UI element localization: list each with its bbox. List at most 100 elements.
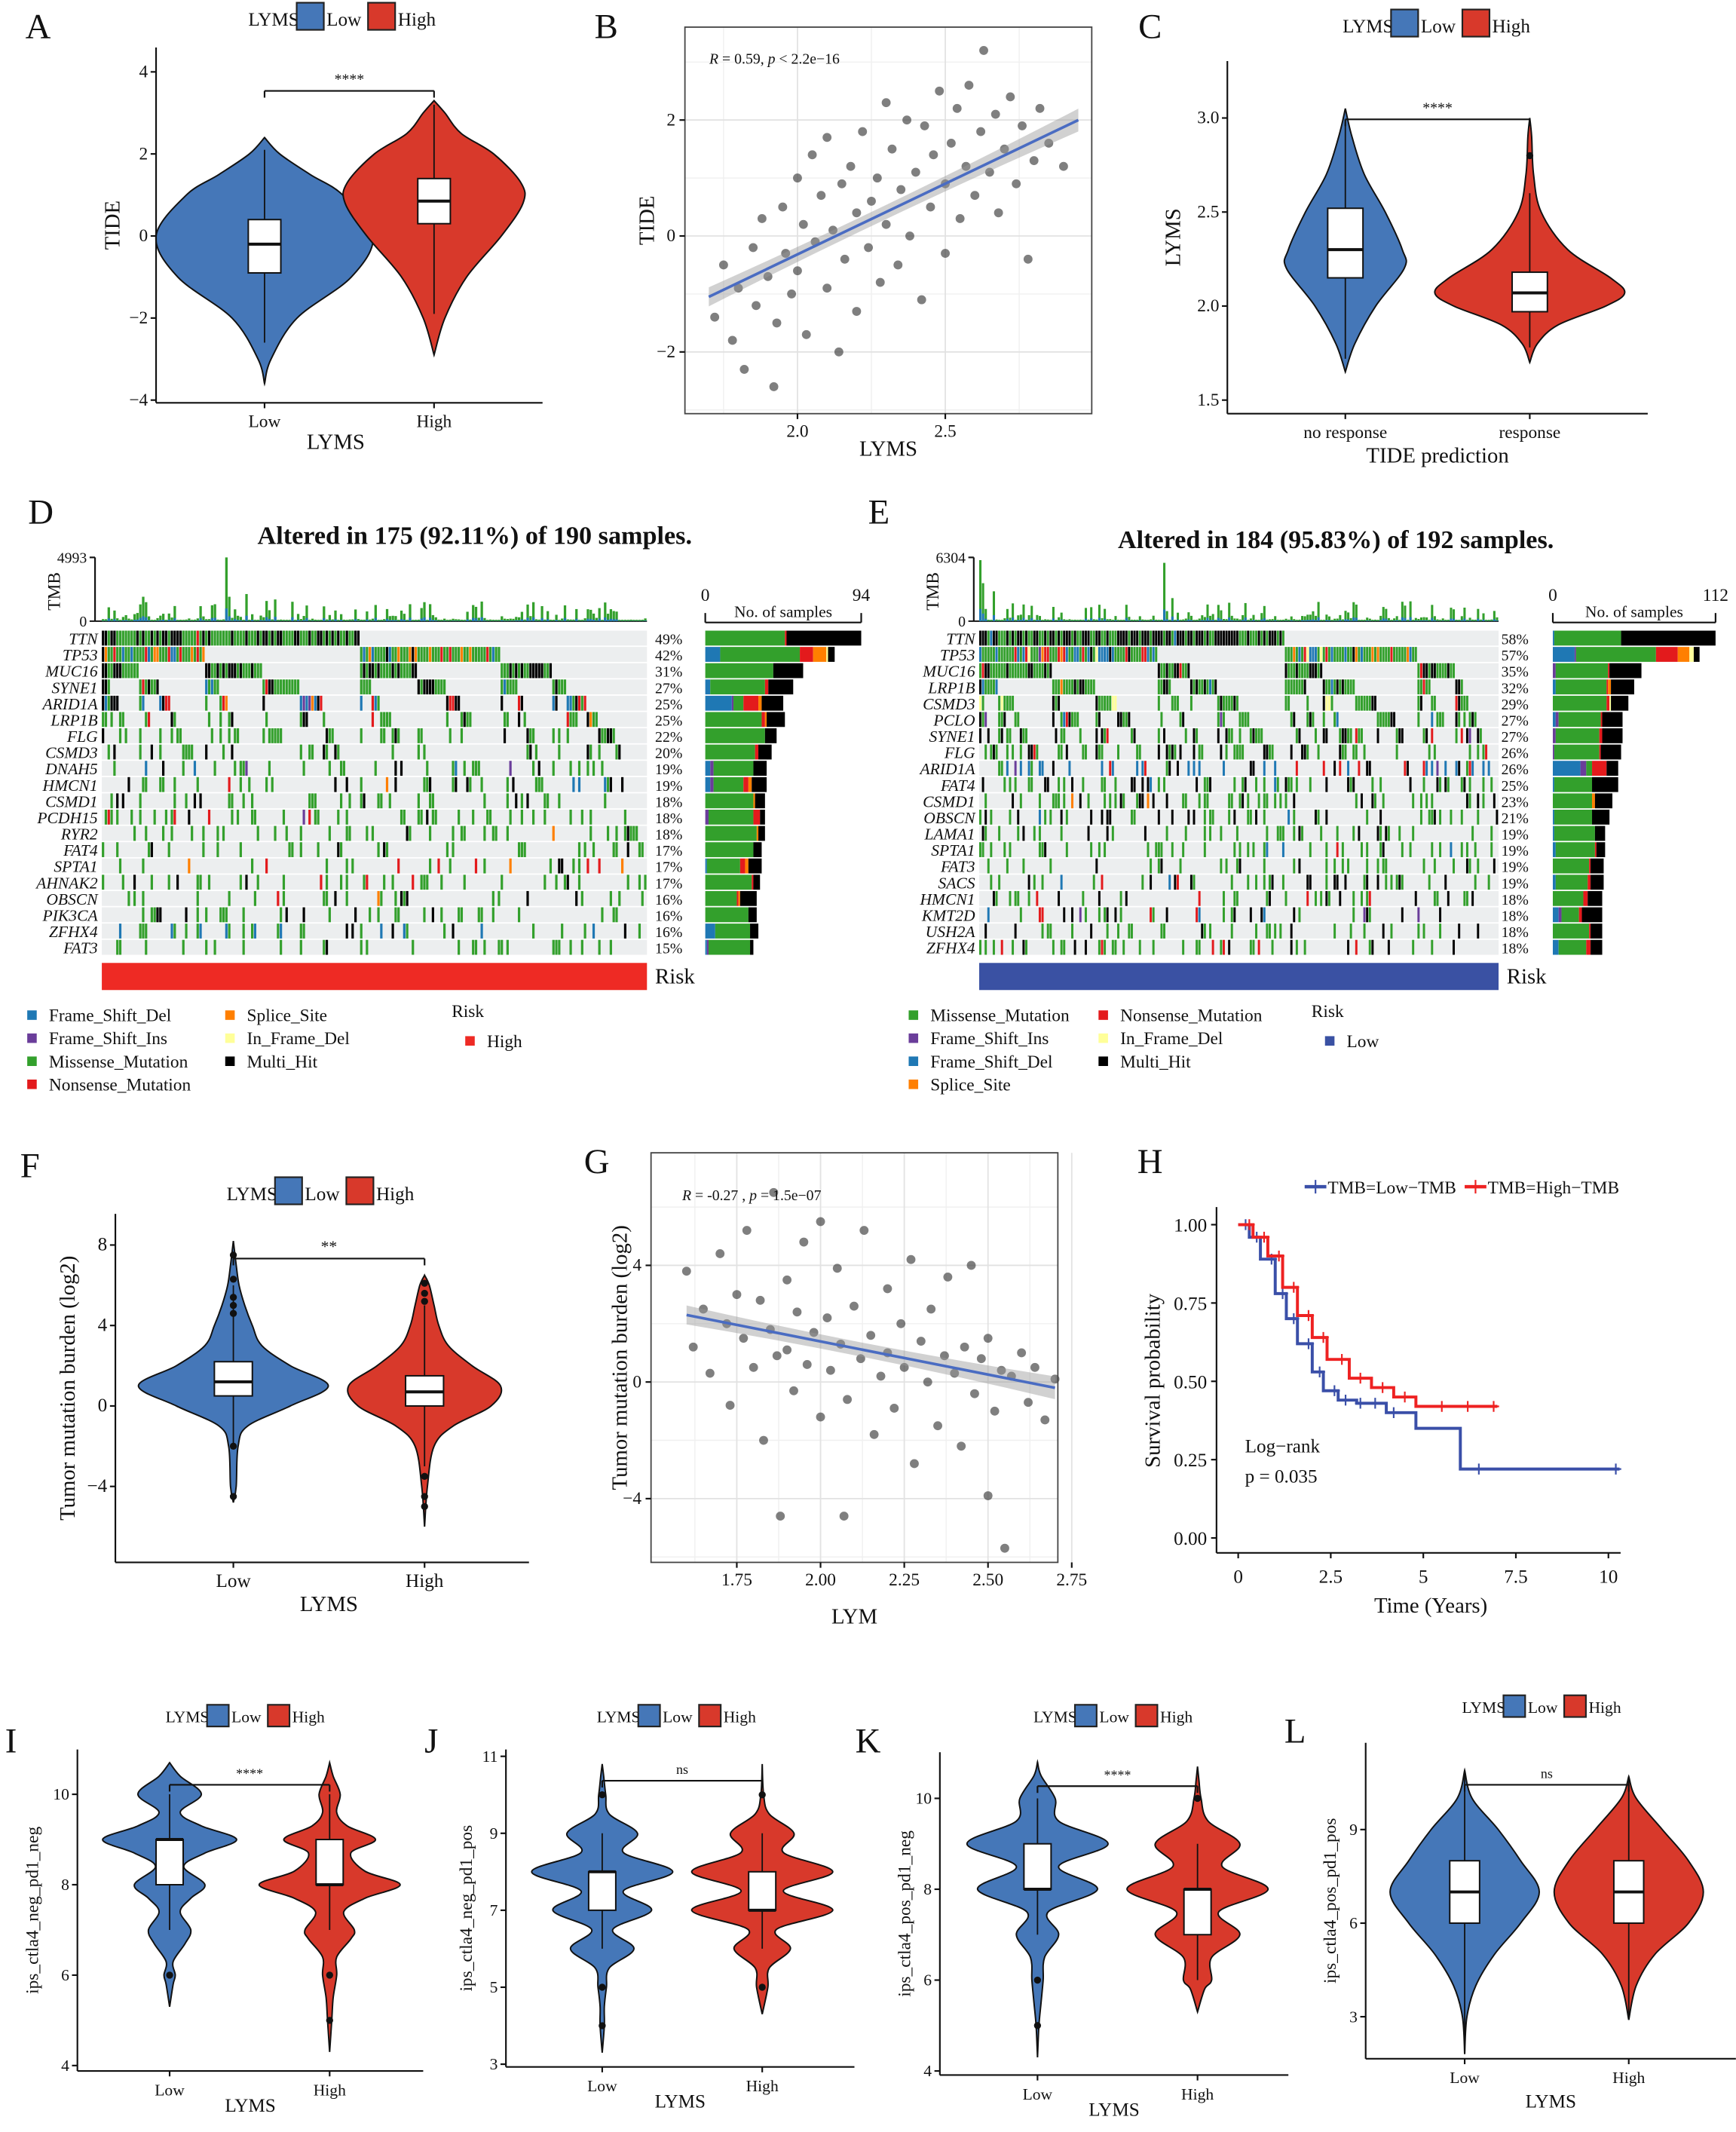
oncoplot-cell [118, 630, 122, 646]
oncoplot-cell [466, 712, 469, 728]
oncoplot-cell [328, 907, 331, 923]
sample-count-bar-segment [1552, 793, 1593, 809]
tmb-bar-segment [583, 620, 586, 621]
oncoplot-cell [463, 647, 466, 662]
oncoplot-cell [1196, 777, 1199, 792]
tmb-bar [288, 620, 291, 621]
oncoplot-cell [1444, 761, 1447, 777]
sample-count-bar-segment [705, 630, 785, 646]
tmb-bar [423, 602, 426, 621]
oncoplot-cell [604, 793, 607, 809]
oncoplot-cell [1101, 630, 1104, 646]
oncoplot-cell [110, 793, 113, 809]
tmb-bar [133, 614, 136, 621]
tmb-bar-segment [1063, 620, 1066, 621]
oncoplot-cell [979, 647, 981, 662]
oncoplot-cell [1225, 695, 1228, 711]
significance-label: ** [321, 1237, 338, 1255]
tmb-bar [1312, 611, 1315, 621]
sample-count-bar-segment [1552, 728, 1556, 743]
oncoplot-cell [116, 647, 119, 662]
oncoplot-cell [1147, 842, 1150, 857]
oncoplot-cell [1230, 907, 1233, 923]
annotation-part: = -0.27 , [691, 1187, 749, 1204]
tmb-bar [1274, 616, 1277, 621]
oncoplot-cell [153, 647, 156, 662]
oncoplot-cell [179, 728, 182, 743]
oncoplot-cell [1065, 630, 1068, 646]
x-tick-label: High [406, 1571, 444, 1591]
tmb-bar [1460, 616, 1463, 621]
oncoplot-cell [239, 842, 242, 857]
annotation-part: p [767, 51, 776, 68]
oncoplot-cell [1141, 793, 1144, 809]
oncoplot-cell [1101, 939, 1104, 955]
oncoplot-cell [1225, 744, 1228, 760]
oncoplot-cell [463, 826, 466, 841]
tmb-bar-segment [1395, 620, 1398, 621]
oncoplot-cell [1022, 630, 1025, 646]
data-point [749, 1362, 758, 1372]
oncoplot-cell [474, 858, 478, 874]
legend-item: Low [326, 10, 362, 30]
oncoplot-cell [606, 728, 610, 743]
data-point [902, 115, 911, 125]
tmb-bar-segment [173, 617, 176, 621]
oncoplot-cell [1090, 647, 1093, 662]
oncoplot-cell [366, 679, 369, 695]
tmb-bar [371, 618, 375, 621]
oncoplot-row-bg [979, 890, 1499, 906]
legend-item: Multi_Hit [247, 1052, 318, 1072]
sample-count-bar-segment [767, 712, 785, 728]
oncoplot-cell [150, 630, 153, 646]
oncoplot-cell [1165, 679, 1168, 695]
oncoplot-cell [434, 809, 437, 825]
oncoplot-cell [225, 695, 228, 711]
oncoplot-cell [1014, 712, 1017, 728]
sample-count-bar-segment [1589, 924, 1591, 939]
oncoplot-cell [1122, 793, 1125, 809]
p-value-label: p = 0.035 [1245, 1466, 1318, 1487]
oncoplot-cell [566, 712, 569, 728]
oncoplot-cell [1453, 939, 1455, 955]
oncoplot-cell [102, 679, 105, 695]
oncoplot-cell [1281, 875, 1284, 890]
tmb-bar-segment [477, 620, 480, 621]
bar-min-label: 0 [701, 586, 710, 605]
tmb-bar-segment [1038, 620, 1042, 621]
censor-mark [1258, 1231, 1270, 1243]
data-point [681, 1267, 691, 1276]
oncoplot-cell [199, 924, 202, 939]
tmb-bar [1433, 616, 1436, 621]
oncoplot-cell [302, 924, 305, 939]
oncoplot-cell [1249, 728, 1252, 743]
data-point [899, 1362, 909, 1372]
oncoplot-cell [242, 630, 245, 646]
tmb-bar [207, 619, 211, 621]
oncoplot-cell [394, 663, 397, 679]
oncoplot-cell [210, 630, 213, 646]
oncoplot-cell [1189, 679, 1193, 695]
oncoplot-cell [1298, 826, 1301, 841]
tmb-bar [1157, 620, 1160, 621]
oncoplot-cell [317, 842, 320, 857]
sample-count-bar-segment [1594, 826, 1606, 841]
oncoplot-cell [271, 679, 274, 695]
oncoplot-cell [452, 777, 455, 792]
legend-item: Frame_Shift_Del [930, 1052, 1053, 1072]
tmb-bar-segment [609, 618, 613, 621]
oncoplot-cell [1168, 663, 1171, 679]
oncoplot-cell [1052, 712, 1055, 728]
oncoplot-cell [380, 712, 383, 728]
outlier-point [421, 1493, 428, 1500]
oncoplot-cell [1358, 761, 1361, 777]
x-axis-title: LYMS [300, 1592, 358, 1616]
oncoplot-cell [299, 630, 302, 646]
tmb-bar [1128, 617, 1131, 621]
oncoplot-cell [558, 744, 561, 760]
x-axis-title: LYMS [1088, 2100, 1139, 2120]
sample-count-bar-segment [1693, 647, 1700, 662]
oncoplot-cell [1073, 939, 1076, 955]
tmb-bar [1361, 620, 1364, 621]
